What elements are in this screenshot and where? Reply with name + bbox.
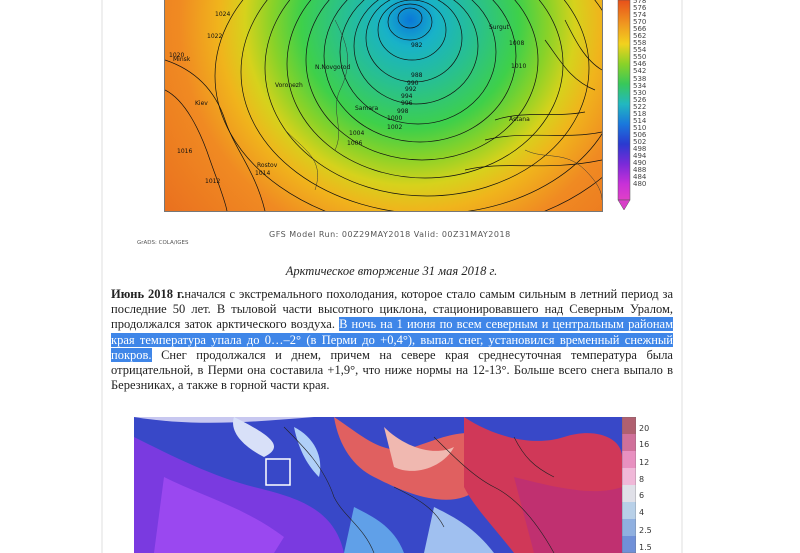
- colorbar-tick: 576: [633, 4, 647, 13]
- pressure-label: 1024: [215, 11, 231, 18]
- pressure-label: 990: [407, 80, 419, 87]
- colorbar-tick: 530: [633, 88, 647, 97]
- pressure-label: 1008: [509, 40, 525, 47]
- colorbar-tick: 488: [633, 166, 647, 175]
- geopotential-map: Minsk Kiev Voronezh N.Novgorod Samara Ro…: [164, 0, 603, 212]
- pressure-label: 1014: [255, 170, 271, 177]
- colorbar-tick: 514: [633, 116, 647, 125]
- model-run-caption: GFS Model Run: 00Z29MAY2018 Valid: 00Z31…: [269, 230, 511, 239]
- pressure-label: 996: [401, 100, 413, 107]
- city-label: N.Novgorod: [315, 64, 351, 71]
- pressure-label: 982: [411, 42, 423, 49]
- grads-credit: GrADS: COLA/IGES: [137, 240, 189, 246]
- pressure-label: 1010: [511, 63, 527, 70]
- colorbar-tick: 570: [633, 18, 647, 27]
- colorbar-tick: 578: [633, 0, 647, 5]
- pressure-label: 1006: [347, 140, 363, 147]
- colorbar-tick: 506: [633, 130, 647, 139]
- colorbar-tick: 542: [633, 67, 647, 76]
- colorbar-tick: 484: [633, 173, 647, 182]
- article-paragraph: Июнь 2018 г.начался с экстремального пох…: [111, 287, 673, 393]
- city-label: Voronezh: [275, 82, 303, 89]
- colorbar-tick: 20: [639, 424, 650, 433]
- city-label: Rostov: [257, 162, 278, 169]
- figure-caption: Арктическое вторжение 31 мая 2018 г.: [285, 264, 498, 278]
- pressure-label: 992: [405, 86, 417, 93]
- colorbar-tick: 6: [639, 491, 645, 500]
- colorbar-tick: 8: [639, 475, 645, 484]
- colorbar-tick: 534: [633, 81, 647, 90]
- colorbar-tick: 4: [639, 508, 645, 517]
- colorbar-tick: 12: [639, 458, 650, 467]
- colorbar-tick: 550: [633, 53, 647, 62]
- pressure-label: 1022: [207, 33, 223, 40]
- city-label: Samara: [355, 105, 379, 112]
- pressure-label: 1000: [387, 115, 403, 122]
- page-edge-left: [101, 0, 103, 553]
- temperature-map: [134, 417, 622, 553]
- pressure-label: 988: [411, 72, 423, 79]
- colorbar-tick-labels: 578 576 574 570 566 562 558 554 550 546 …: [633, 0, 663, 188]
- colorbar-tick: 566: [633, 25, 647, 34]
- pressure-label: 1020: [169, 52, 185, 59]
- colorbar-tick: 502: [633, 137, 647, 146]
- paragraph-text: Снег продолжался и днем, причем на север…: [111, 347, 673, 393]
- colorbar-tick: 558: [633, 39, 647, 48]
- temperature-colorbar-labels: 20 16 12 8 6 4 2.5 1.5: [639, 417, 669, 553]
- colorbar-tick: 480: [633, 180, 647, 189]
- temperature-colorbar: [622, 417, 636, 553]
- colorbar-tick: 522: [633, 102, 647, 111]
- city-label: Astana: [509, 116, 530, 123]
- colorbar-tick: 2.5: [639, 526, 652, 535]
- colorbar-tick: 562: [633, 32, 647, 41]
- city-label: Surgut: [489, 24, 509, 31]
- page-edge-right: [681, 0, 683, 553]
- geopotential-colorbar: [617, 0, 631, 210]
- colorbar-tick: 490: [633, 159, 647, 168]
- colorbar-tick: 16: [639, 440, 650, 449]
- pressure-label: 994: [401, 93, 413, 100]
- colorbar-tick: 574: [633, 11, 647, 20]
- colorbar-tick: 554: [633, 46, 647, 55]
- pressure-label: 998: [397, 108, 409, 115]
- colorbar-tick: 498: [633, 144, 647, 153]
- colorbar-tick: 546: [633, 60, 647, 69]
- pressure-label: 1016: [177, 148, 193, 155]
- colorbar-tick: 538: [633, 74, 647, 83]
- paragraph-lead: Июнь 2018 г.: [111, 287, 185, 301]
- colorbar-tick: 518: [633, 109, 647, 118]
- city-label: Kiev: [195, 100, 208, 107]
- city-label: Minsk: [173, 56, 191, 63]
- pressure-label: 1012: [205, 178, 221, 185]
- colorbar-tick: 1.5: [639, 543, 652, 552]
- colorbar-tick: 510: [633, 123, 647, 132]
- colorbar-tick: 494: [633, 152, 647, 161]
- pressure-label: 1004: [349, 130, 365, 137]
- pressure-label: 1002: [387, 124, 403, 131]
- colorbar-tick: 526: [633, 95, 647, 104]
- paragraph-text: начался с экстремального похолодания, ко…: [111, 287, 673, 332]
